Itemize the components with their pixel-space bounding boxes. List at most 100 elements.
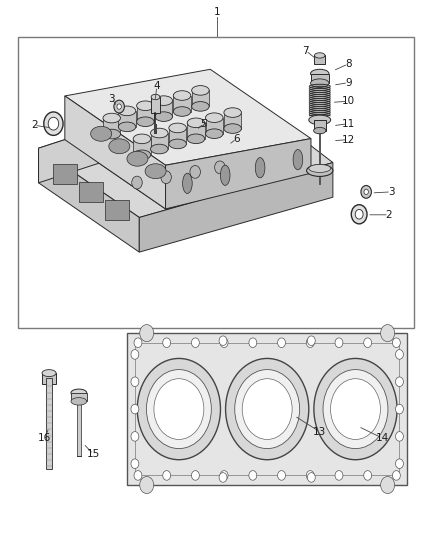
Circle shape bbox=[117, 104, 121, 109]
Circle shape bbox=[278, 338, 286, 348]
Bar bbox=[151, 97, 160, 113]
Circle shape bbox=[335, 471, 343, 480]
Circle shape bbox=[114, 100, 124, 113]
Text: 5: 5 bbox=[200, 119, 207, 128]
Circle shape bbox=[134, 338, 142, 348]
Circle shape bbox=[131, 459, 139, 469]
Circle shape bbox=[351, 205, 367, 224]
Circle shape bbox=[219, 473, 227, 482]
Ellipse shape bbox=[192, 86, 209, 95]
Ellipse shape bbox=[137, 101, 154, 110]
Circle shape bbox=[146, 369, 211, 449]
Ellipse shape bbox=[311, 69, 329, 78]
Bar bbox=[137, 106, 154, 122]
Circle shape bbox=[154, 378, 204, 439]
Ellipse shape bbox=[187, 118, 205, 127]
Circle shape bbox=[396, 350, 403, 359]
Circle shape bbox=[131, 350, 139, 359]
Circle shape bbox=[137, 359, 220, 459]
Bar bbox=[314, 120, 326, 131]
Text: 16: 16 bbox=[38, 433, 51, 443]
Ellipse shape bbox=[133, 150, 151, 160]
Ellipse shape bbox=[173, 107, 191, 116]
Circle shape bbox=[242, 378, 292, 439]
Circle shape bbox=[220, 338, 228, 348]
Circle shape bbox=[381, 477, 395, 494]
Polygon shape bbox=[65, 96, 166, 209]
Bar bbox=[133, 139, 151, 155]
Ellipse shape bbox=[127, 151, 148, 166]
Ellipse shape bbox=[109, 139, 130, 154]
Circle shape bbox=[396, 377, 403, 386]
Circle shape bbox=[215, 161, 225, 174]
Ellipse shape bbox=[137, 117, 154, 126]
Ellipse shape bbox=[173, 91, 191, 100]
Circle shape bbox=[392, 338, 400, 348]
Ellipse shape bbox=[309, 165, 331, 173]
Circle shape bbox=[364, 471, 371, 480]
Ellipse shape bbox=[314, 127, 326, 134]
Bar bbox=[224, 112, 241, 128]
Ellipse shape bbox=[311, 79, 329, 87]
Text: 15: 15 bbox=[87, 449, 100, 459]
Ellipse shape bbox=[307, 165, 333, 176]
Bar bbox=[118, 111, 136, 127]
Text: 11: 11 bbox=[342, 119, 355, 128]
Circle shape bbox=[191, 338, 199, 348]
Text: 1: 1 bbox=[213, 7, 220, 17]
Ellipse shape bbox=[155, 96, 173, 106]
Ellipse shape bbox=[224, 124, 241, 133]
Circle shape bbox=[48, 117, 59, 130]
Bar bbox=[311, 74, 329, 83]
Circle shape bbox=[331, 378, 381, 439]
Ellipse shape bbox=[169, 123, 187, 133]
Bar bbox=[155, 101, 173, 117]
Ellipse shape bbox=[183, 173, 192, 193]
Circle shape bbox=[306, 338, 314, 348]
Circle shape bbox=[278, 471, 286, 480]
Ellipse shape bbox=[192, 102, 209, 111]
Ellipse shape bbox=[293, 150, 303, 170]
Ellipse shape bbox=[151, 128, 168, 138]
Polygon shape bbox=[39, 85, 232, 183]
Ellipse shape bbox=[91, 126, 112, 141]
Bar bbox=[42, 373, 56, 384]
Circle shape bbox=[249, 471, 257, 480]
Ellipse shape bbox=[205, 129, 223, 139]
Circle shape bbox=[364, 338, 371, 348]
Circle shape bbox=[161, 171, 171, 183]
Circle shape bbox=[134, 471, 142, 480]
Text: 4: 4 bbox=[153, 82, 160, 91]
Circle shape bbox=[132, 176, 142, 189]
Circle shape bbox=[140, 325, 154, 342]
Text: 2: 2 bbox=[385, 210, 392, 220]
Bar bbox=[79, 182, 103, 203]
Bar bbox=[205, 118, 223, 134]
Bar bbox=[18, 37, 414, 328]
Bar bbox=[135, 343, 399, 475]
Circle shape bbox=[44, 112, 63, 135]
Bar bbox=[151, 133, 168, 149]
Text: 7: 7 bbox=[302, 46, 309, 55]
Circle shape bbox=[307, 336, 315, 345]
Ellipse shape bbox=[71, 398, 87, 405]
Bar bbox=[314, 55, 325, 64]
Bar bbox=[46, 378, 52, 469]
Circle shape bbox=[392, 471, 400, 480]
Text: 10: 10 bbox=[342, 96, 355, 106]
Bar bbox=[192, 91, 209, 107]
Polygon shape bbox=[39, 85, 333, 217]
Ellipse shape bbox=[169, 139, 187, 149]
Circle shape bbox=[396, 459, 403, 469]
Ellipse shape bbox=[314, 53, 325, 58]
Text: 8: 8 bbox=[345, 59, 352, 69]
Polygon shape bbox=[166, 139, 311, 209]
Text: 12: 12 bbox=[342, 135, 355, 144]
Bar bbox=[103, 118, 120, 134]
Ellipse shape bbox=[118, 122, 136, 132]
Bar bbox=[127, 333, 407, 485]
Bar bbox=[187, 123, 205, 139]
Ellipse shape bbox=[205, 113, 223, 123]
Bar bbox=[77, 401, 81, 456]
Ellipse shape bbox=[42, 370, 56, 376]
